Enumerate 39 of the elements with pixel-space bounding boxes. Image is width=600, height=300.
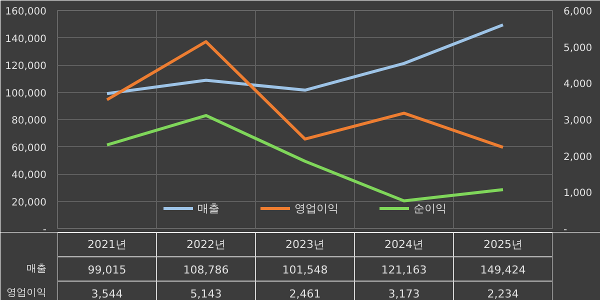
data-label: 3,173 — [388, 288, 420, 300]
y2-tick-label: 6,000 — [564, 6, 592, 18]
x-tick-label: 2023년 — [286, 238, 325, 252]
legend-label: 매출 — [198, 200, 220, 216]
data-label: 5,143 — [190, 288, 222, 300]
y-tick-label: - — [42, 224, 47, 236]
data-label: 2,461 — [289, 288, 321, 300]
data-label: 121,163 — [381, 263, 427, 276]
y2-tick-label: 4,000 — [564, 79, 592, 90]
data-label: 149,424 — [480, 263, 526, 276]
y-tick-label: 140,000 — [5, 34, 47, 45]
x-tick-label: 2021년 — [88, 238, 127, 252]
legend-label: 영업이익 — [294, 200, 338, 216]
y-tick-label: 60,000 — [12, 142, 47, 154]
y2-tick-label: 1,000 — [564, 188, 592, 200]
line-series — [106, 40, 504, 149]
line-series — [106, 114, 504, 202]
y2-tick-label: 5,000 — [564, 42, 592, 54]
line-series — [106, 23, 504, 96]
text: 매출 — [26, 263, 46, 274]
x-tick-label: 2022년 — [186, 238, 226, 252]
data-label: 3,544 — [91, 288, 123, 300]
y2-tick-label: 2,000 — [564, 152, 592, 163]
y-tick-label: 20,000 — [12, 197, 47, 208]
y-tick-label: 120,000 — [5, 61, 47, 72]
y-tick-label: 40,000 — [12, 170, 47, 181]
text: 영업이익 — [6, 288, 46, 299]
data-label: 99,015 — [88, 263, 126, 276]
x-tick-label: 2025년 — [484, 238, 523, 252]
y-tick-label: 80,000 — [12, 116, 47, 126]
y2-tick-label: - — [564, 224, 568, 236]
data-label: 108,786 — [183, 263, 229, 276]
y2-tick-label: 3,000 — [564, 116, 592, 126]
y-tick-label: 100,000 — [5, 88, 47, 100]
legend-label: 순이익 — [414, 200, 446, 216]
data-label: 101,548 — [282, 263, 328, 276]
y-tick-label: 160,000 — [5, 6, 47, 18]
x-tick-label: 2024년 — [384, 238, 424, 252]
data-label: 2,234 — [487, 288, 519, 300]
